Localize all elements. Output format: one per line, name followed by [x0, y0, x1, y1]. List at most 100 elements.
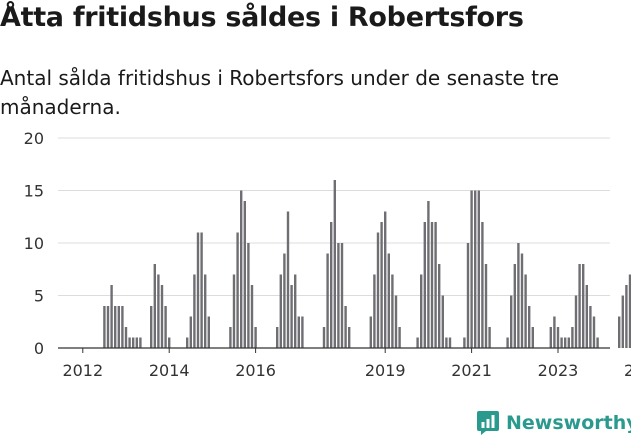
x-tick-label: 2025	[624, 361, 631, 380]
bar	[117, 306, 120, 348]
bar	[556, 327, 560, 348]
bar	[574, 295, 578, 348]
bar	[276, 327, 279, 348]
bar	[416, 337, 419, 348]
bar	[481, 222, 484, 348]
bar	[506, 337, 509, 348]
bar	[369, 316, 372, 348]
y-tick-label: 15	[24, 182, 44, 201]
bar	[247, 243, 250, 348]
bar	[420, 274, 423, 348]
bar	[128, 337, 131, 348]
bar	[330, 222, 333, 348]
bar	[290, 285, 293, 348]
brand-footer[interactable]: Newsworthy	[476, 408, 631, 438]
bar	[628, 274, 631, 348]
bar	[207, 316, 210, 348]
bar	[484, 264, 488, 348]
bar	[434, 222, 437, 348]
bar	[279, 274, 282, 348]
bar	[477, 190, 480, 348]
bar	[517, 243, 520, 348]
bar	[592, 316, 596, 348]
bar	[423, 222, 426, 348]
bar	[243, 201, 246, 348]
brand-name: Newsworthy	[506, 412, 631, 434]
bar	[204, 274, 207, 348]
bar	[474, 190, 477, 348]
bar	[463, 337, 466, 348]
bar	[387, 253, 390, 348]
bar	[470, 190, 473, 348]
bar	[326, 253, 329, 348]
bar	[394, 295, 398, 348]
bar	[524, 274, 527, 348]
bar	[596, 337, 599, 348]
bar	[106, 306, 110, 348]
bar	[337, 243, 340, 348]
y-tick-label: 5	[34, 287, 44, 306]
bar	[589, 306, 592, 348]
bar	[625, 285, 628, 348]
bar	[157, 274, 160, 348]
bar	[582, 264, 585, 348]
bar	[236, 232, 239, 348]
bar	[380, 222, 383, 348]
bar	[391, 274, 394, 348]
chart-title: Åtta fritidshus såldes i Robertsfors	[0, 2, 524, 33]
bar	[110, 285, 113, 348]
x-tick-label: 2023	[538, 361, 579, 380]
bar	[340, 243, 344, 348]
bar	[124, 327, 128, 348]
x-tick-label: 2016	[235, 361, 276, 380]
bar	[286, 211, 290, 348]
bar	[430, 222, 434, 348]
bar	[200, 232, 203, 348]
bar	[441, 295, 444, 348]
bar	[513, 264, 516, 348]
y-tick-label: 10	[24, 234, 44, 253]
axes: 0510152020122014201620192021202320258	[24, 129, 631, 380]
x-tick-label: 2012	[62, 361, 103, 380]
bar	[135, 337, 138, 348]
bar	[250, 285, 254, 348]
bar	[189, 316, 192, 348]
bar	[283, 253, 286, 348]
bar	[438, 264, 441, 348]
bar	[232, 274, 236, 348]
bar	[301, 316, 304, 348]
bar	[160, 285, 164, 348]
bar	[578, 264, 581, 348]
bar	[164, 306, 167, 348]
bar	[564, 337, 567, 348]
bar	[196, 232, 200, 348]
bar	[618, 316, 621, 348]
chart-subtitle: Antal sålda fritidshus i Robertsfors und…	[0, 66, 560, 119]
bar-chart: 0510152020122014201620192021202320258	[24, 129, 631, 380]
bar	[621, 295, 624, 348]
y-tick-label: 0	[34, 339, 44, 358]
bar	[488, 327, 491, 348]
bar	[567, 337, 570, 348]
bar	[553, 316, 556, 348]
bar	[193, 274, 196, 348]
bar	[376, 232, 380, 348]
bar	[373, 274, 376, 348]
bar	[114, 306, 117, 348]
bar	[520, 253, 524, 348]
bar	[139, 337, 142, 348]
bar	[132, 337, 135, 348]
bar	[398, 327, 401, 348]
bar	[445, 337, 448, 348]
y-tick-label: 20	[24, 129, 44, 148]
bar	[333, 180, 336, 348]
bar	[297, 316, 300, 348]
bar	[384, 211, 387, 348]
bar	[121, 306, 124, 348]
bar	[510, 295, 513, 348]
x-tick-label: 2014	[149, 361, 190, 380]
bar	[585, 285, 588, 348]
x-tick-label: 2021	[451, 361, 492, 380]
bar	[153, 264, 156, 348]
bar	[103, 306, 106, 348]
